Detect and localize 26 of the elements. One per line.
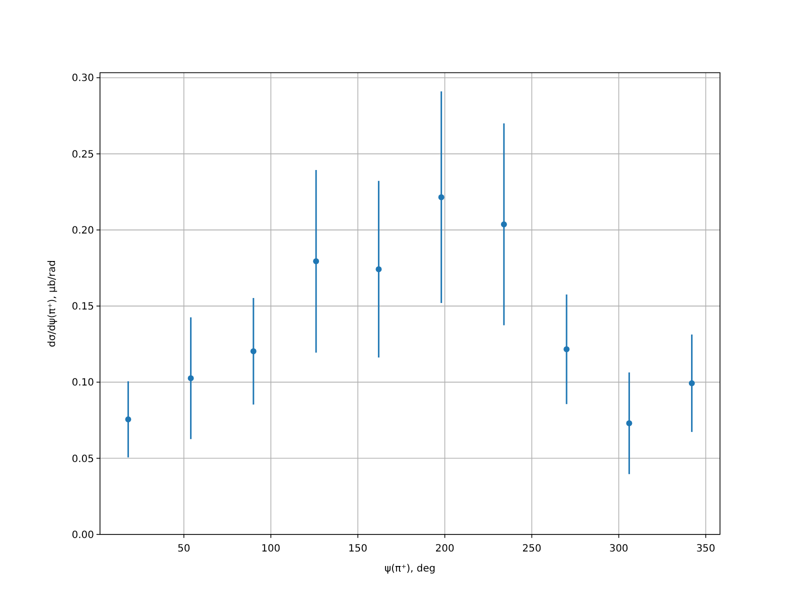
point [313, 258, 320, 264]
x-tick-label: 200 [435, 543, 454, 554]
point [564, 346, 570, 352]
x-tick-label: 350 [696, 543, 716, 554]
x-tick-label: 300 [609, 543, 628, 554]
x-axis-title: ψ(π⁺), deg [384, 563, 436, 574]
point [500, 221, 507, 228]
x-tick-label: 150 [348, 543, 368, 554]
x-tick-label: 250 [522, 543, 542, 554]
y-tick-label: 0.25 [72, 149, 94, 160]
x-tick-label: 50 [177, 543, 190, 554]
y-tick-label: 0.05 [72, 454, 94, 465]
y-tick-label: 0.10 [72, 378, 94, 389]
point [438, 194, 444, 200]
point [188, 375, 194, 382]
point [376, 266, 382, 272]
point [125, 416, 132, 422]
y-tick-label: 0.15 [72, 302, 94, 313]
y-tick-label: 0.00 [72, 530, 94, 541]
point [626, 420, 632, 426]
x-tick-label: 100 [261, 543, 280, 554]
y-tick-label: 0.20 [72, 225, 94, 236]
y-tick-label: 0.30 [72, 73, 94, 84]
point [250, 348, 256, 354]
y-axis-title: dσ/dψ(π⁺), μb/rad [47, 260, 58, 348]
point [688, 380, 695, 386]
